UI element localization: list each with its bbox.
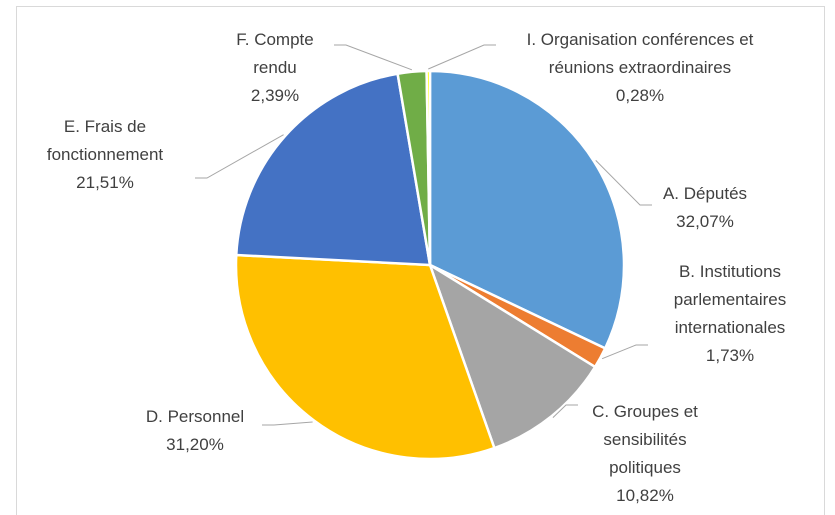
category-label: I. Organisation conférences et réunions … <box>526 30 754 77</box>
value-label: 1,73% <box>705 346 755 365</box>
value-label: 2,39% <box>250 86 300 105</box>
pie-slice <box>427 262 597 450</box>
category-label: B. Institutions parlementaires internati… <box>673 262 787 337</box>
leader-line <box>334 44 413 71</box>
category-label: C. Groupes et sensibilités politiques <box>592 402 698 477</box>
leader-line <box>595 159 652 206</box>
leader-line <box>262 421 313 426</box>
value-label: 10,82% <box>616 486 674 505</box>
value-label: 21,51% <box>76 173 134 192</box>
category-label: D. Personnel <box>145 407 245 426</box>
pie-slice <box>425 69 432 266</box>
category-label: E. Frais de fonctionnement <box>46 117 164 164</box>
leader-line <box>195 134 284 179</box>
value-label: 0,28% <box>615 86 665 105</box>
chart-frame <box>16 6 825 515</box>
value-label: 32,07% <box>676 212 734 231</box>
leader-line <box>428 44 496 70</box>
data-label: B. Institutions parlementaires internati… <box>645 258 815 370</box>
category-label: A. Députés <box>662 184 748 203</box>
leader-line <box>601 344 648 360</box>
category-label: F. Compte rendu <box>236 30 314 77</box>
data-label: F. Compte rendu 2,39% <box>220 26 330 110</box>
value-label: 31,20% <box>166 435 224 454</box>
data-label: C. Groupes et sensibilités politiques 10,… <box>570 398 720 510</box>
data-label: I. Organisation conférences et réunions … <box>495 26 785 110</box>
data-label: A. Députés 32,07% <box>645 180 765 236</box>
data-label: D. Personnel 31,20% <box>130 403 260 459</box>
data-label: E. Frais de fonctionnement 21,51% <box>20 113 190 197</box>
leader-line <box>552 404 578 419</box>
pie-slice <box>428 69 626 351</box>
pie-slice <box>234 253 496 461</box>
pie-slice <box>234 72 432 267</box>
